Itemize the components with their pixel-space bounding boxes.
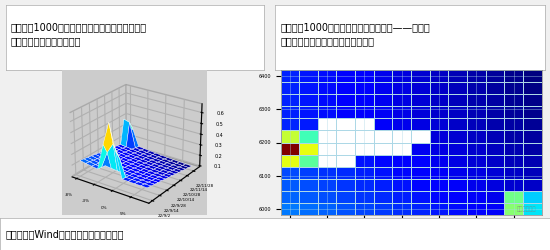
Text: 图：中证1000股指期权波动率微笑曲面（主力：
深色系；次主力：浅色系）: 图：中证1000股指期权波动率微笑曲面（主力： 深色系；次主力：浅色系）: [10, 23, 147, 46]
Text: 图：中证1000股指期权波动率微笑曲面——俯视图
（主力：深色系；次主力：浅色系）: 图：中证1000股指期权波动率微笑曲面——俯视图 （主力：深色系；次主力：浅色系…: [280, 23, 430, 46]
Text: 数据来源：Wind，广发期货发展研究中心: 数据来源：Wind，广发期货发展研究中心: [6, 229, 124, 239]
Text: 广发期货研究: 广发期货研究: [517, 206, 536, 212]
